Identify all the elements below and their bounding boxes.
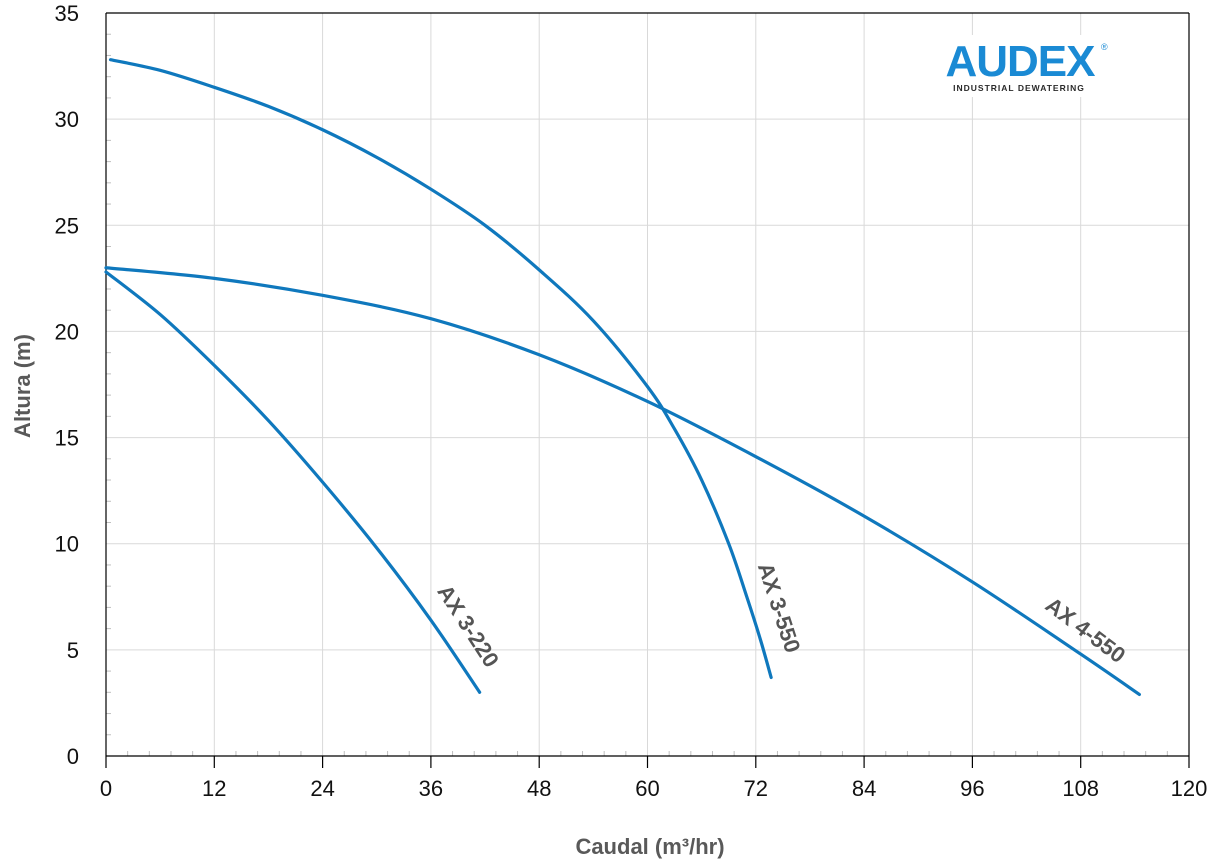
y-tick-labels: 0 5 10 15 20 25 30 35 — [55, 1, 79, 769]
axes — [105, 12, 1190, 768]
y-tick-label: 20 — [55, 319, 79, 344]
minor-ticks — [106, 33, 1168, 756]
logo-registered-mark: ® — [1101, 42, 1108, 52]
logo-brand: AUDEX — [945, 37, 1095, 86]
x-tick-label: 0 — [100, 776, 112, 801]
x-tick-label: 108 — [1062, 776, 1099, 801]
x-tick-label: 120 — [1171, 776, 1208, 801]
series-lines — [104, 58, 1141, 697]
y-axis-title: Altura (m) — [10, 334, 35, 438]
series-label-0: AX 3-220 — [432, 580, 504, 672]
x-axis-title: Caudal (m³/hr) — [575, 834, 724, 859]
x-tick-label: 24 — [310, 776, 334, 801]
x-tick-labels: 0 12 24 36 48 60 72 84 96 108 120 — [100, 776, 1207, 801]
y-tick-label: 35 — [55, 1, 79, 26]
series-line-1 — [108, 58, 773, 680]
y-tick-label: 0 — [67, 744, 79, 769]
series-line-0 — [104, 270, 482, 694]
y-tick-label: 10 — [55, 532, 79, 557]
x-tick-label: 48 — [527, 776, 551, 801]
y-tick-label: 25 — [55, 213, 79, 238]
x-tick-label: 36 — [419, 776, 443, 801]
logo-tagline: INDUSTRIAL DEWATERING — [953, 83, 1085, 93]
y-tick-label: 30 — [55, 107, 79, 132]
x-tick-label: 12 — [202, 776, 226, 801]
series-line-2 — [104, 266, 1141, 697]
x-tick-label: 72 — [744, 776, 768, 801]
audex-logo: AUDEX ® INDUSTRIAL DEWATERING — [930, 35, 1110, 97]
x-tick-label: 60 — [635, 776, 659, 801]
y-tick-label: 5 — [67, 638, 79, 663]
y-tick-label: 15 — [55, 426, 79, 451]
logo-background — [930, 35, 1110, 97]
x-tick-label: 84 — [852, 776, 876, 801]
x-tick-label: 96 — [960, 776, 984, 801]
